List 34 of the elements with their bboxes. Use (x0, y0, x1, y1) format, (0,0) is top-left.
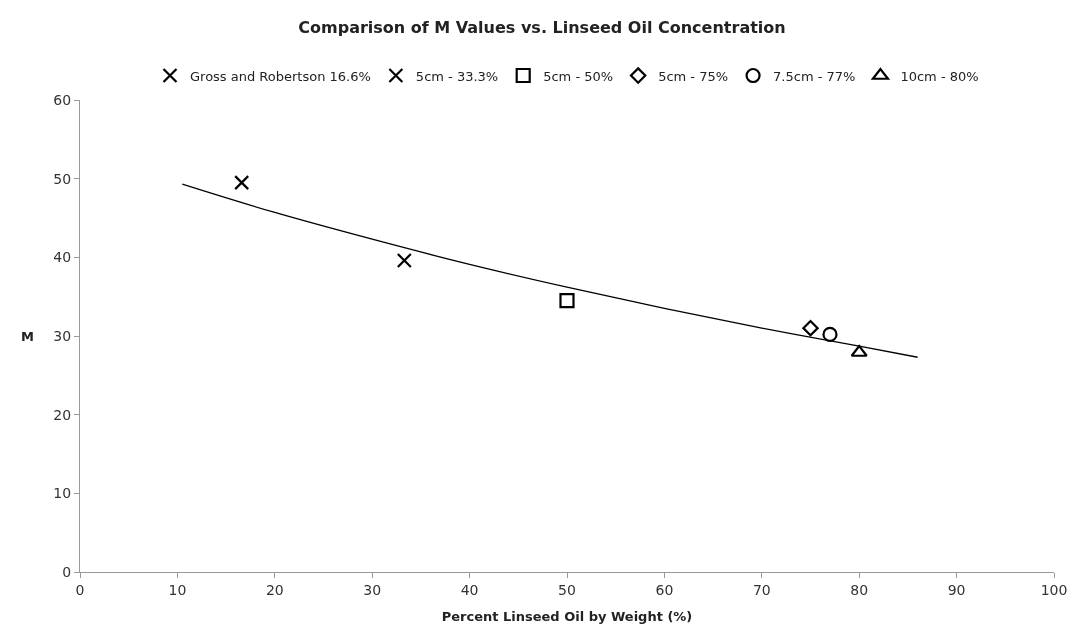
point (559, 293, 575, 309)
x-tick-label: 0 (75, 581, 85, 598)
y-tick-label: 30 (53, 327, 72, 344)
point (850, 344, 868, 357)
legend-label: 5cm - 75% (658, 68, 729, 84)
y-tick-label: 0 (62, 563, 72, 580)
point (234, 175, 250, 191)
point (802, 319, 819, 337)
x-tick-label: 90 (947, 581, 966, 598)
legend-label: 5cm - 33.3% (415, 68, 499, 84)
legend-label: 10cm - 80% (900, 68, 979, 84)
point (396, 252, 412, 269)
legend-label: 5cm - 50% (543, 68, 614, 84)
line-series (181, 183, 919, 358)
x-axis-title: Percent Linseed Oil by Weight (%) (441, 609, 693, 625)
y-axis-title: M (21, 329, 34, 344)
y-tick-label: 10 (53, 485, 72, 502)
x-tick-label: 70 (752, 581, 771, 598)
legend-label: Gross and Robertson 16.6% (190, 68, 371, 84)
x-tick-label: 40 (460, 581, 479, 598)
x-tick-label: 20 (265, 581, 284, 598)
y-tick-label: 20 (53, 406, 72, 423)
point (822, 326, 838, 343)
chart-title: Comparison of M Values vs. Linseed Oil Concentration (298, 18, 786, 38)
x-tick-label: 10 (168, 581, 187, 598)
x-tick-label: 50 (558, 581, 576, 598)
y-tick-label: 60 (53, 91, 72, 108)
y-tick-label: 40 (53, 249, 72, 266)
y-tick-label: 50 (53, 170, 72, 187)
legend-label: 7.5cm - 77% (773, 68, 856, 84)
x-tick-label: 30 (363, 581, 382, 598)
x-tick-label: 60 (655, 581, 674, 598)
x-tick-label: 100 (1040, 581, 1068, 598)
x-tick-label: 80 (850, 581, 869, 598)
